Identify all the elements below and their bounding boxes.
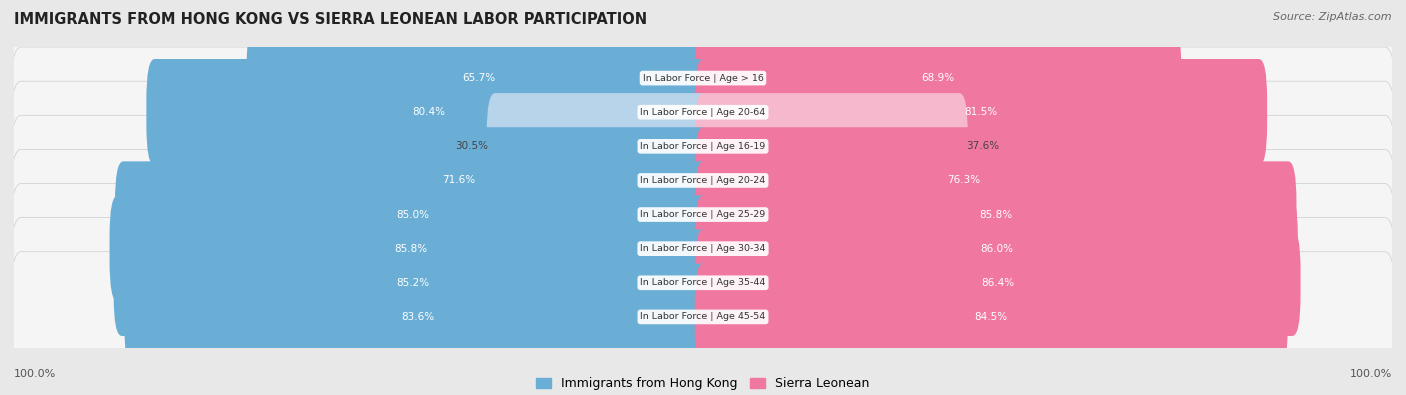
FancyBboxPatch shape bbox=[11, 149, 1395, 280]
Text: 85.2%: 85.2% bbox=[396, 278, 429, 288]
FancyBboxPatch shape bbox=[486, 93, 711, 199]
FancyBboxPatch shape bbox=[110, 196, 711, 302]
FancyBboxPatch shape bbox=[11, 218, 1395, 348]
Legend: Immigrants from Hong Kong, Sierra Leonean: Immigrants from Hong Kong, Sierra Leonea… bbox=[531, 372, 875, 395]
Text: 86.0%: 86.0% bbox=[980, 244, 1012, 254]
FancyBboxPatch shape bbox=[11, 184, 1395, 314]
FancyBboxPatch shape bbox=[11, 252, 1395, 382]
FancyBboxPatch shape bbox=[695, 264, 1288, 370]
FancyBboxPatch shape bbox=[695, 196, 1298, 302]
FancyBboxPatch shape bbox=[11, 115, 1395, 246]
Text: 83.6%: 83.6% bbox=[401, 312, 434, 322]
Text: 76.3%: 76.3% bbox=[946, 175, 980, 185]
FancyBboxPatch shape bbox=[695, 59, 1267, 166]
FancyBboxPatch shape bbox=[11, 13, 1395, 143]
Text: 85.0%: 85.0% bbox=[396, 210, 430, 220]
Text: In Labor Force | Age 35-44: In Labor Force | Age 35-44 bbox=[640, 278, 766, 287]
Text: 100.0%: 100.0% bbox=[14, 369, 56, 379]
FancyBboxPatch shape bbox=[246, 25, 711, 131]
FancyBboxPatch shape bbox=[695, 93, 967, 199]
Text: 86.4%: 86.4% bbox=[981, 278, 1014, 288]
FancyBboxPatch shape bbox=[11, 81, 1395, 211]
Text: 68.9%: 68.9% bbox=[921, 73, 955, 83]
FancyBboxPatch shape bbox=[695, 25, 1181, 131]
FancyBboxPatch shape bbox=[114, 229, 711, 336]
Text: 81.5%: 81.5% bbox=[965, 107, 997, 117]
FancyBboxPatch shape bbox=[695, 229, 1301, 336]
FancyBboxPatch shape bbox=[207, 127, 711, 234]
Text: In Labor Force | Age 20-64: In Labor Force | Age 20-64 bbox=[640, 108, 766, 117]
Text: 85.8%: 85.8% bbox=[979, 210, 1012, 220]
Text: Source: ZipAtlas.com: Source: ZipAtlas.com bbox=[1274, 12, 1392, 22]
Text: In Labor Force | Age 45-54: In Labor Force | Age 45-54 bbox=[640, 312, 766, 322]
Text: 80.4%: 80.4% bbox=[412, 107, 446, 117]
Text: In Labor Force | Age > 16: In Labor Force | Age > 16 bbox=[643, 73, 763, 83]
Text: 30.5%: 30.5% bbox=[456, 141, 488, 151]
FancyBboxPatch shape bbox=[125, 264, 711, 370]
Text: 71.6%: 71.6% bbox=[443, 175, 475, 185]
Text: 65.7%: 65.7% bbox=[463, 73, 495, 83]
FancyBboxPatch shape bbox=[115, 161, 711, 268]
Text: In Labor Force | Age 16-19: In Labor Force | Age 16-19 bbox=[640, 142, 766, 151]
Text: In Labor Force | Age 30-34: In Labor Force | Age 30-34 bbox=[640, 244, 766, 253]
Text: 100.0%: 100.0% bbox=[1350, 369, 1392, 379]
Text: 37.6%: 37.6% bbox=[966, 141, 1000, 151]
FancyBboxPatch shape bbox=[695, 161, 1296, 268]
FancyBboxPatch shape bbox=[146, 59, 711, 166]
Text: 85.8%: 85.8% bbox=[394, 244, 427, 254]
Text: In Labor Force | Age 20-24: In Labor Force | Age 20-24 bbox=[640, 176, 766, 185]
Text: In Labor Force | Age 25-29: In Labor Force | Age 25-29 bbox=[640, 210, 766, 219]
Text: 84.5%: 84.5% bbox=[974, 312, 1008, 322]
FancyBboxPatch shape bbox=[11, 47, 1395, 177]
Text: IMMIGRANTS FROM HONG KONG VS SIERRA LEONEAN LABOR PARTICIPATION: IMMIGRANTS FROM HONG KONG VS SIERRA LEON… bbox=[14, 12, 647, 27]
FancyBboxPatch shape bbox=[695, 127, 1232, 234]
